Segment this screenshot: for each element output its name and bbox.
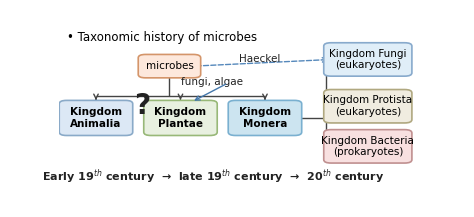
Text: • Taxonomic history of microbes: • Taxonomic history of microbes	[66, 31, 257, 44]
FancyBboxPatch shape	[324, 90, 412, 123]
Text: ?: ?	[134, 92, 150, 120]
FancyBboxPatch shape	[324, 130, 412, 163]
Text: microbes: microbes	[146, 61, 193, 71]
FancyBboxPatch shape	[144, 100, 217, 135]
Text: fungi, algae: fungi, algae	[181, 77, 243, 87]
FancyBboxPatch shape	[138, 54, 201, 78]
Text: Haeckel: Haeckel	[239, 54, 280, 64]
FancyBboxPatch shape	[324, 43, 412, 76]
Text: Kingdom Bacteria
(prokaryotes): Kingdom Bacteria (prokaryotes)	[321, 136, 414, 157]
Text: Kingdom
Monera: Kingdom Monera	[239, 107, 291, 129]
FancyBboxPatch shape	[228, 100, 301, 135]
Text: Kingdom Fungi
(eukaryotes): Kingdom Fungi (eukaryotes)	[329, 49, 407, 70]
Text: Kingdom
Animalia: Kingdom Animalia	[70, 107, 122, 129]
Text: Kingdom Protista
(eukaryotes): Kingdom Protista (eukaryotes)	[323, 95, 412, 117]
Text: Early 19$^{th}$ century  →  late 19$^{th}$ century  →  20$^{th}$ century: Early 19$^{th}$ century → late 19$^{th}$…	[42, 168, 385, 186]
FancyBboxPatch shape	[59, 100, 133, 135]
Text: Kingdom
Plantae: Kingdom Plantae	[155, 107, 207, 129]
